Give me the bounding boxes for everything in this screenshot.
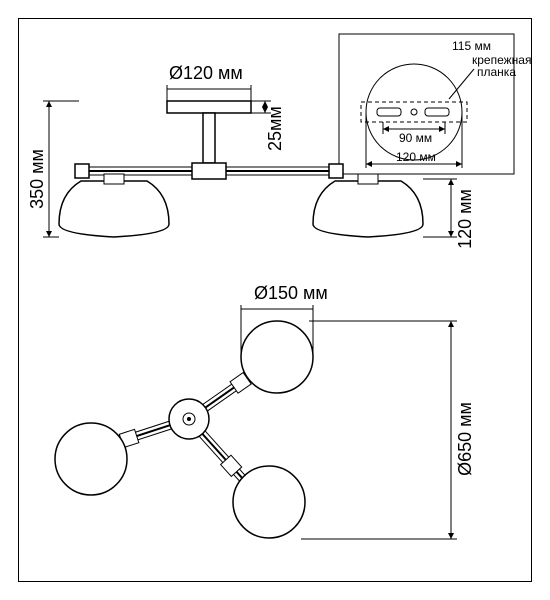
dim-canopy-h25: 25мм — [265, 106, 285, 151]
dim-120mm-plate: 120 мм — [396, 150, 436, 164]
mounting-plate-inset: 115 мм крепежная планка 90 мм 120 мм — [339, 34, 531, 174]
drawing-frame: 115 мм крепежная планка 90 мм 120 мм Ø12… — [18, 18, 532, 582]
plate-width-115: 115 мм — [452, 39, 491, 53]
dim-shade-d150: Ø150 мм — [254, 283, 328, 303]
caption-line2: планка — [477, 65, 516, 79]
dim-overall-d650: Ø650 мм — [455, 402, 475, 476]
dim-canopy-d120: Ø120 мм — [169, 63, 243, 83]
dim-shade-h120: 120 мм — [455, 189, 475, 249]
top-view: Ø150 мм Ø650 мм — [55, 283, 475, 539]
dim-90mm: 90 мм — [399, 131, 432, 145]
drawing-svg: 115 мм крепежная планка 90 мм 120 мм Ø12… — [19, 19, 533, 583]
dim-height-350: 350 мм — [27, 149, 47, 209]
